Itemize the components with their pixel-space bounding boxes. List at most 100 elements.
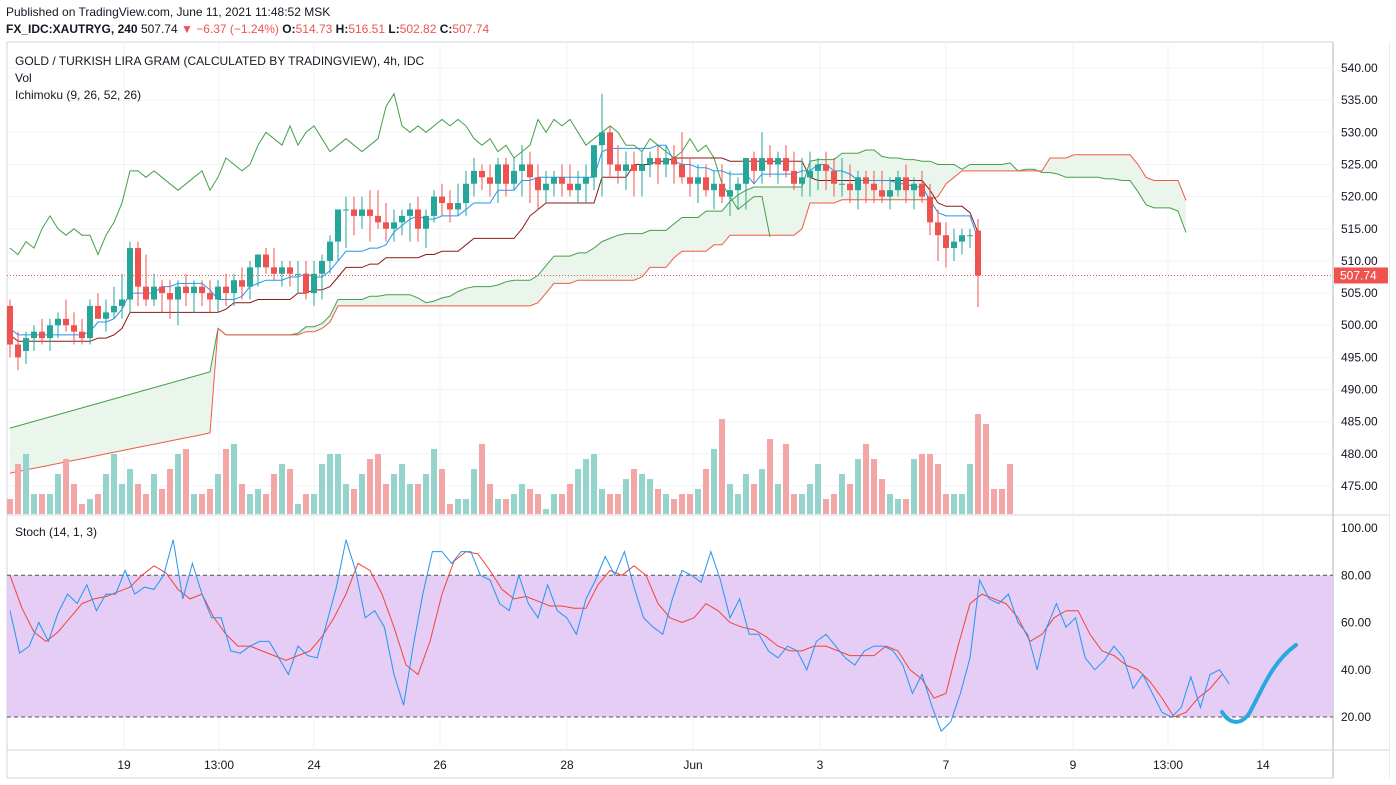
- candle-body: [655, 158, 661, 165]
- volume-bar: [479, 444, 485, 514]
- candle-body: [847, 183, 853, 191]
- volume-bar: [79, 504, 85, 514]
- candle-body: [239, 280, 245, 287]
- volume-bar: [359, 474, 365, 514]
- price-tick-label: 505.00: [1341, 286, 1378, 300]
- candle: [463, 170, 469, 216]
- candle-body: [95, 305, 101, 319]
- candle-body: [607, 132, 613, 165]
- volume-bar: [631, 469, 637, 514]
- price-tick-label: 510.00: [1341, 254, 1378, 268]
- candle: [359, 196, 365, 229]
- low-label: L:: [388, 22, 400, 36]
- volume-bar: [999, 489, 1005, 514]
- time-tick-label: 13:00: [204, 758, 234, 772]
- volume-bar: [287, 469, 293, 514]
- time-tick-label: Jun: [683, 758, 702, 772]
- last-value: 507.74: [140, 22, 178, 36]
- candle-body: [775, 158, 781, 165]
- candle-body: [799, 177, 805, 184]
- volume-bar: [223, 449, 229, 514]
- candle: [935, 209, 941, 261]
- candle: [71, 312, 77, 345]
- candle-body: [839, 183, 845, 185]
- candle-body: [175, 286, 181, 300]
- candle-body: [583, 177, 589, 184]
- candle: [799, 158, 805, 197]
- stoch-legend: Stoch (14, 1, 3): [15, 525, 98, 539]
- volume-bar: [663, 494, 669, 514]
- ohlc-header: FX_IDC:XAUTRYG, 240 507.74 ▼ −6.37 (−1.2…: [6, 22, 489, 36]
- candle-body: [967, 235, 973, 237]
- volume-bar: [623, 479, 629, 514]
- volume-bar: [519, 484, 525, 514]
- candle-body: [135, 248, 141, 287]
- candle: [815, 158, 821, 191]
- candle-body: [7, 305, 13, 345]
- candle: [615, 145, 621, 184]
- candle-body: [391, 222, 397, 229]
- volume-bar: [935, 464, 941, 514]
- candle: [287, 260, 293, 287]
- last-price-tag: [1334, 267, 1388, 284]
- candle: [479, 164, 485, 191]
- candle: [199, 280, 205, 306]
- candle-body: [559, 177, 565, 184]
- candle-body: [575, 183, 581, 191]
- candle-body: [167, 293, 173, 300]
- candle: [903, 164, 909, 204]
- candle-body: [695, 177, 701, 184]
- candle: [455, 183, 461, 216]
- candle-body: [599, 132, 605, 146]
- candle-body: [767, 158, 773, 165]
- candle: [415, 196, 421, 242]
- candle: [535, 164, 541, 210]
- volume-bar: [447, 504, 453, 514]
- candle-body: [71, 325, 77, 332]
- volume-bar: [511, 494, 517, 514]
- volume-bar: [991, 489, 997, 514]
- candle: [47, 318, 53, 351]
- candle-body: [343, 209, 349, 211]
- volume-bar: [407, 484, 413, 514]
- candle-body: [783, 158, 789, 171]
- volume-bar: [823, 499, 829, 514]
- candle: [311, 260, 317, 306]
- candle-body: [207, 293, 213, 300]
- candle: [543, 170, 549, 204]
- candle: [375, 190, 381, 229]
- candle: [303, 260, 309, 300]
- volume-bar: [839, 474, 845, 514]
- candle: [103, 299, 109, 332]
- price-tick-label: 525.00: [1341, 157, 1378, 171]
- candle: [887, 177, 893, 210]
- volume-bar: [231, 444, 237, 514]
- symbol-label[interactable]: FX_IDC:XAUTRYG, 240: [6, 22, 138, 36]
- time-tick-label: 3: [817, 758, 824, 772]
- candle-body: [191, 286, 197, 294]
- candle-body: [79, 331, 85, 339]
- candle: [791, 151, 797, 191]
- candle-body: [615, 164, 621, 171]
- candle-body: [319, 260, 325, 274]
- candle-body: [159, 286, 165, 294]
- candle-body: [327, 241, 333, 261]
- candle: [423, 209, 429, 249]
- price-tick-label: 485.00: [1341, 415, 1378, 429]
- candle-body: [743, 158, 749, 184]
- volume-bar: [199, 494, 205, 514]
- candle: [927, 183, 933, 236]
- volume-bar: [247, 494, 253, 514]
- candle-body: [919, 183, 925, 197]
- volume-bar: [127, 469, 133, 514]
- stoch-tick-label: 80.00: [1341, 568, 1371, 582]
- vol-legend: Vol: [15, 71, 32, 85]
- candle: [783, 145, 789, 178]
- candle: [263, 248, 269, 274]
- candle-body: [375, 215, 381, 223]
- volume-bar: [647, 479, 653, 514]
- candle-body: [247, 267, 253, 287]
- candle-body: [975, 230, 981, 276]
- volume-bar: [783, 444, 789, 514]
